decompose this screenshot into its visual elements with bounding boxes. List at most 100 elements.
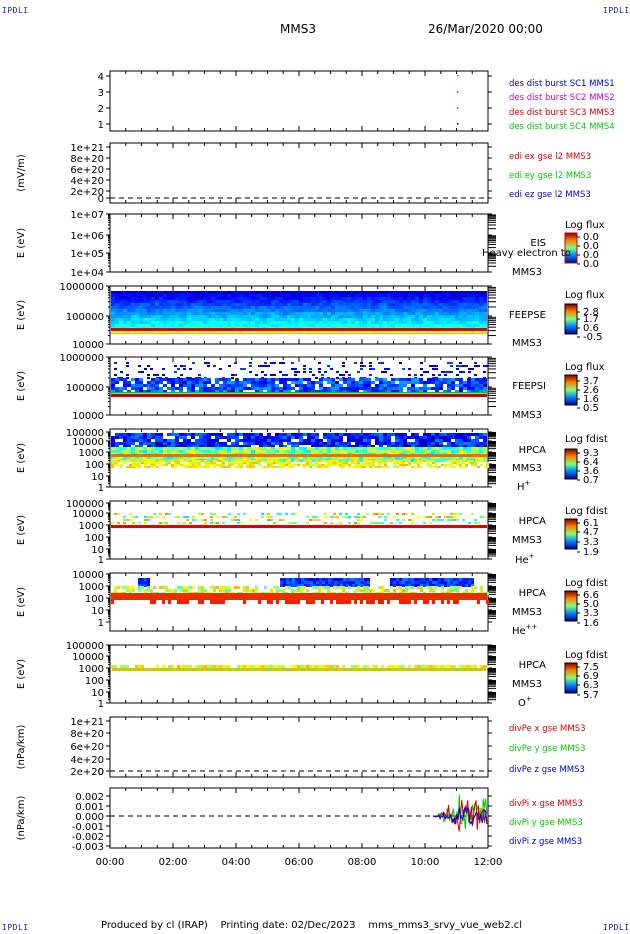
spectro-cell: [303, 315, 307, 318]
spectro-cell: [279, 303, 283, 306]
spectro-cell: [441, 464, 444, 466]
spectro-cell: [179, 330, 183, 333]
spectro-cell: [263, 306, 267, 309]
spectro-cell: [347, 456, 351, 459]
spectro-cell: [336, 464, 339, 466]
spectro-cell: [450, 513, 453, 515]
hpca-hepp-mid: [114, 586, 483, 589]
spectro-cell: [423, 522, 426, 524]
spectro-cell: [311, 297, 315, 300]
spectro-cell: [427, 447, 431, 450]
spectro-cell: [223, 456, 227, 459]
spectro-cell: [180, 586, 183, 589]
spectro-cell: [120, 464, 123, 466]
spectro-cell: [243, 303, 247, 306]
spectro-cell: [455, 324, 459, 327]
spectro-cell: [294, 513, 297, 515]
spectro-cell: [287, 300, 291, 303]
spectro-cell: [371, 436, 375, 439]
spectro-cell: [408, 581, 411, 584]
spectro-cell: [459, 462, 462, 464]
spectro-cell: [450, 460, 453, 462]
spectro-cell: [299, 433, 303, 436]
spectro-cell: [171, 589, 174, 592]
spectro-cell: [435, 384, 439, 387]
spectro-cell: [295, 333, 299, 334]
spectro-cell: [127, 433, 131, 436]
spectro-cell: [263, 459, 267, 462]
spectro-cell: [396, 460, 399, 462]
spectro-cell: [315, 586, 318, 589]
spectro-cell: [231, 384, 235, 387]
spectro-cell: [363, 450, 367, 453]
y-tick-label: 100000: [66, 312, 104, 323]
y-tick-label: 8e+20: [70, 154, 104, 165]
spectro-cell: [471, 447, 475, 450]
spectro-cell: [387, 381, 391, 384]
spectro-cell: [319, 456, 323, 459]
spectro-cell: [223, 321, 227, 324]
spectro-cell: [199, 381, 203, 384]
spectro-cell: [462, 581, 465, 584]
spectro-cell: [346, 578, 349, 581]
spectro-cell: [447, 297, 451, 300]
spectro-cell: [371, 445, 375, 448]
spectro-cell: [287, 447, 291, 450]
spectro-cell: [327, 589, 330, 592]
spectro-cell: [471, 306, 475, 309]
spectro-cell: [453, 589, 456, 592]
spectro-cell: [307, 312, 311, 315]
spectro-cell: [381, 589, 384, 592]
spectro-cell: [147, 377, 150, 379]
spectro-cell: [467, 384, 471, 387]
spectro-cell: [275, 294, 279, 297]
spectro-cell: [402, 584, 405, 587]
spectro-cell: [471, 584, 474, 587]
spectro-cell: [219, 294, 223, 297]
spectro-cell: [199, 297, 203, 300]
spectro-cell: [211, 309, 215, 312]
spectro-cell: [251, 433, 255, 436]
spectro-cell: [455, 384, 459, 387]
spectro-cell: [294, 368, 297, 370]
spectro-cell: [141, 584, 144, 587]
spectro-cell: [300, 586, 303, 589]
spectro-cell: [343, 309, 347, 312]
spectro-cell: [228, 589, 231, 592]
spectro-cell: [279, 442, 283, 445]
spectro-cell: [231, 291, 235, 294]
spectro-cell: [419, 387, 423, 390]
spectro-cell: [213, 513, 216, 515]
spectro-cell: [295, 447, 299, 450]
spectro-cell: [367, 384, 371, 387]
spectro-cell: [243, 330, 247, 333]
spectro-cell: [459, 513, 462, 515]
spectro-cell: [168, 513, 171, 515]
spectro-cell: [187, 384, 191, 387]
spectro-cell: [471, 433, 475, 436]
spectro-cell: [311, 291, 315, 294]
spectro-cell: [227, 456, 231, 459]
spectro-cell: [187, 439, 191, 442]
y-tick-label: 100: [85, 533, 104, 544]
spectro-cell: [427, 309, 431, 312]
spectro-cell: [359, 384, 363, 387]
spectro-cell: [451, 381, 455, 384]
spectro-cell: [463, 381, 467, 384]
spectro-cell: [295, 436, 299, 439]
spectro-cell: [322, 584, 325, 587]
spectro-cell: [115, 321, 119, 324]
spectro-cell: [235, 294, 239, 297]
spectro-cell: [399, 381, 403, 384]
spectro-cell: [239, 456, 243, 459]
spectro-cell: [399, 330, 403, 333]
spectro-cell: [417, 581, 420, 584]
spectro-cell: [396, 578, 399, 581]
hpca-h-mid: [111, 450, 487, 453]
hpca-h-top: [111, 436, 487, 439]
spectro-cell: [419, 321, 423, 324]
spectro-cell: [249, 519, 252, 521]
spectro-cell: [379, 291, 383, 294]
spectro-cell: [447, 445, 451, 448]
spectro-cell: [459, 584, 462, 587]
